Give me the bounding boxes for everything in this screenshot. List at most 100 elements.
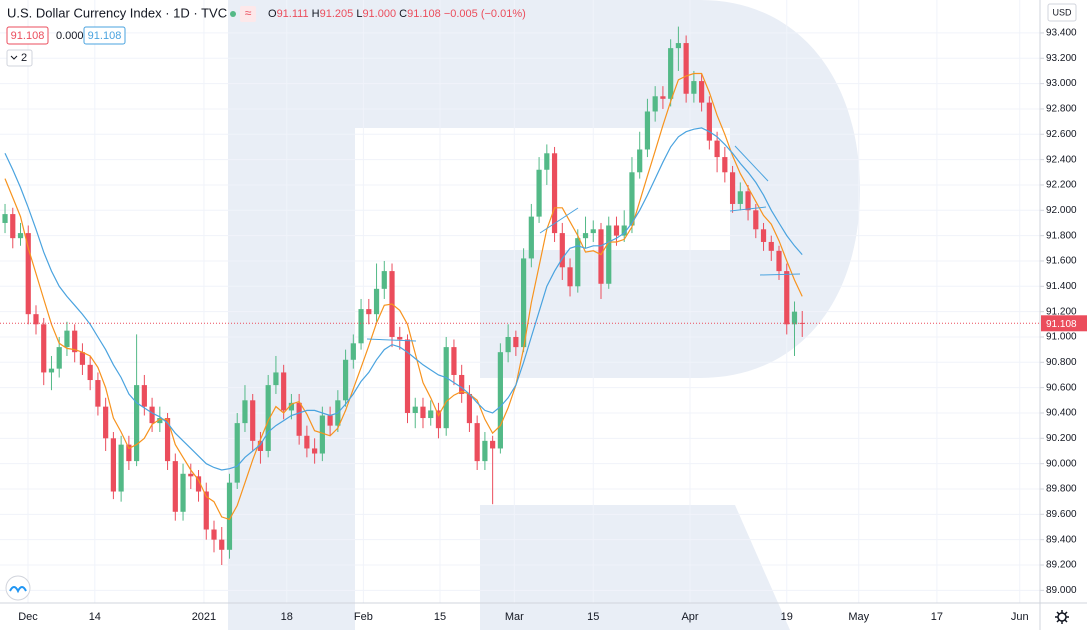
candle-body (768, 241, 774, 251)
y-tick-label: 89.600 (1046, 509, 1077, 520)
candle-body (683, 43, 689, 94)
logo[interactable] (5, 575, 31, 601)
candle-body (435, 410, 442, 429)
y-tick-label: 93.000 (1046, 78, 1077, 89)
y-tick-label: 90.400 (1046, 408, 1077, 419)
chart-title: U.S. Dollar Currency Index · 1D · TVC (7, 5, 227, 20)
o-label: O (268, 8, 277, 20)
candle-body (327, 415, 333, 426)
candle-body (288, 402, 295, 411)
x-tick-label: Feb (354, 611, 373, 623)
candle-body (103, 406, 109, 439)
x-tick-label: 15 (587, 611, 599, 623)
candle-body (134, 385, 140, 462)
candle-body (412, 406, 418, 413)
candle-body (72, 330, 78, 353)
plot (0, 26, 1040, 565)
candle-body (304, 435, 310, 449)
last-price-label: 91.108 (1046, 319, 1077, 330)
candle-body (598, 229, 604, 284)
price-axis (1040, 0, 1087, 630)
candle-body (784, 271, 790, 325)
x-tick-label: 19 (781, 611, 793, 623)
candle-body (714, 140, 720, 158)
candle-body (95, 380, 101, 407)
candle-body (79, 352, 86, 365)
candle-body (513, 336, 519, 348)
candle-body (613, 225, 620, 236)
y-tick-label: 89.000 (1046, 585, 1077, 596)
candle-body (459, 374, 465, 394)
candle-body (791, 311, 798, 325)
study-count: 2 (21, 52, 27, 64)
l-label: L (356, 8, 362, 20)
candle-body (404, 339, 411, 413)
candle-body (443, 347, 449, 429)
candle-body (164, 418, 171, 462)
candle-body (110, 438, 116, 492)
settings[interactable] (1055, 610, 1069, 624)
candle-body (17, 233, 24, 239)
candle-body (544, 153, 550, 170)
candle-body (126, 444, 132, 462)
study-value: 0.000 (56, 30, 84, 42)
candle-body (559, 233, 565, 268)
candle-body (41, 324, 47, 373)
candle-body (706, 102, 712, 141)
price-box (83, 26, 126, 45)
price-box-value: 91.108 (11, 30, 45, 42)
candle-body (149, 406, 155, 424)
y-tick-label: 90.800 (1046, 357, 1077, 368)
candle-body (582, 233, 589, 239)
candle-body (428, 410, 434, 419)
c-label: C (399, 8, 407, 20)
y-tick-label: 92.400 (1046, 154, 1077, 165)
candle-body (474, 423, 480, 462)
candle-body (350, 343, 356, 360)
candle-body (188, 473, 194, 477)
candle-body (699, 81, 705, 103)
y-tick-label: 93.200 (1046, 53, 1077, 64)
candle-body (637, 149, 643, 173)
candle-body (265, 385, 271, 451)
candle-body (482, 440, 488, 462)
candle-body (729, 172, 736, 204)
candle-body (226, 482, 233, 550)
candle-body (366, 309, 372, 315)
o-value: 91.111 (277, 8, 309, 20)
last-price-tag (1041, 315, 1087, 332)
candle-body (505, 336, 511, 353)
candle-body (536, 169, 542, 217)
candle-body (490, 440, 496, 449)
candle-body (87, 364, 93, 381)
candle-body (358, 309, 364, 344)
candle-body (745, 191, 751, 211)
candle-body (48, 368, 55, 373)
candle-body (10, 214, 16, 239)
y-tick-label: 90.200 (1046, 433, 1077, 444)
candle-body (281, 372, 287, 411)
x-tick-label: Apr (681, 611, 698, 623)
x-tick-label: 15 (434, 611, 446, 623)
candle-body (203, 491, 209, 530)
y-tick-label: 92.600 (1046, 129, 1077, 140)
currency-box[interactable] (1047, 3, 1077, 22)
studies-toggle[interactable] (6, 49, 33, 67)
y-tick-label: 89.800 (1046, 484, 1077, 495)
moving-average (4, 127, 803, 471)
y-tick-label: 92.800 (1046, 104, 1077, 115)
candle-body (157, 418, 163, 424)
candle-body (141, 385, 147, 407)
candle-body (2, 214, 8, 223)
price-box-value: 91.108 (88, 30, 122, 42)
candle-body (195, 476, 202, 492)
candle-body (466, 393, 473, 424)
candle-body (660, 96, 666, 99)
candle-body (621, 225, 627, 236)
y-tick-label: 91.000 (1046, 332, 1077, 343)
icon-box[interactable] (240, 6, 256, 22)
y-tick-label: 89.400 (1046, 534, 1077, 545)
candle-body (668, 48, 674, 99)
candle-body (420, 406, 426, 419)
